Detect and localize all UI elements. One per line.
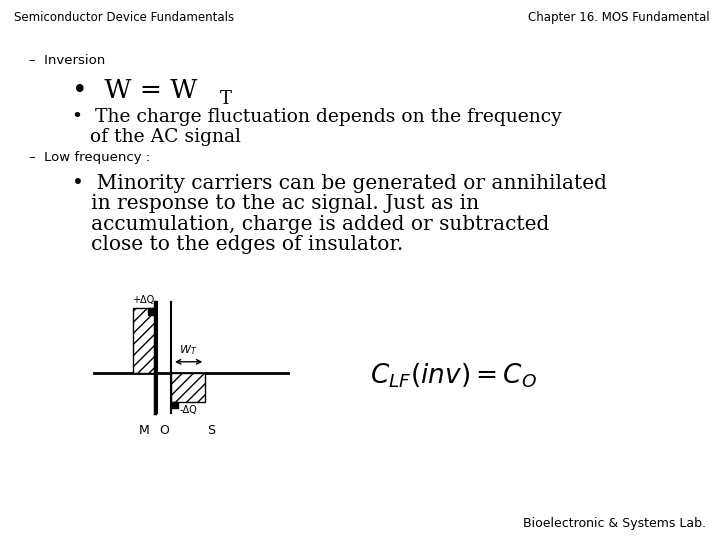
- Text: Semiconductor Device Fundamentals: Semiconductor Device Fundamentals: [14, 11, 235, 24]
- Text: –  Low frequency :: – Low frequency :: [29, 151, 150, 164]
- Text: –  Inversion: – Inversion: [29, 54, 105, 67]
- Text: S: S: [207, 424, 215, 437]
- Text: $C_{LF}(inv) = C_O$: $C_{LF}(inv) = C_O$: [370, 361, 537, 389]
- Text: -ΔQ: -ΔQ: [179, 405, 197, 415]
- Text: •  Minority carriers can be generated or annihilated: • Minority carriers can be generated or …: [72, 174, 607, 193]
- Text: close to the edges of insulator.: close to the edges of insulator.: [72, 235, 403, 254]
- Bar: [171, 402, 178, 408]
- Text: in response to the ac signal. Just as in: in response to the ac signal. Just as in: [72, 194, 479, 213]
- Text: Chapter 16. MOS Fundamental: Chapter 16. MOS Fundamental: [528, 11, 709, 24]
- Bar: [148, 308, 155, 315]
- Text: Bioelectronic & Systems Lab.: Bioelectronic & Systems Lab.: [523, 517, 706, 530]
- Text: M: M: [139, 424, 149, 437]
- Text: $W_T$: $W_T$: [179, 343, 197, 357]
- Text: T: T: [220, 90, 231, 108]
- Text: •  The charge fluctuation depends on the frequency: • The charge fluctuation depends on the …: [72, 108, 562, 126]
- Text: accumulation, charge is added or subtracted: accumulation, charge is added or subtrac…: [72, 215, 549, 234]
- Bar: [171, 373, 205, 402]
- Text: O: O: [159, 424, 169, 437]
- Text: of the AC signal: of the AC signal: [72, 128, 241, 146]
- Text: +ΔQ: +ΔQ: [132, 295, 154, 305]
- Bar: [133, 308, 155, 373]
- Text: •  W = W: • W = W: [72, 78, 197, 103]
